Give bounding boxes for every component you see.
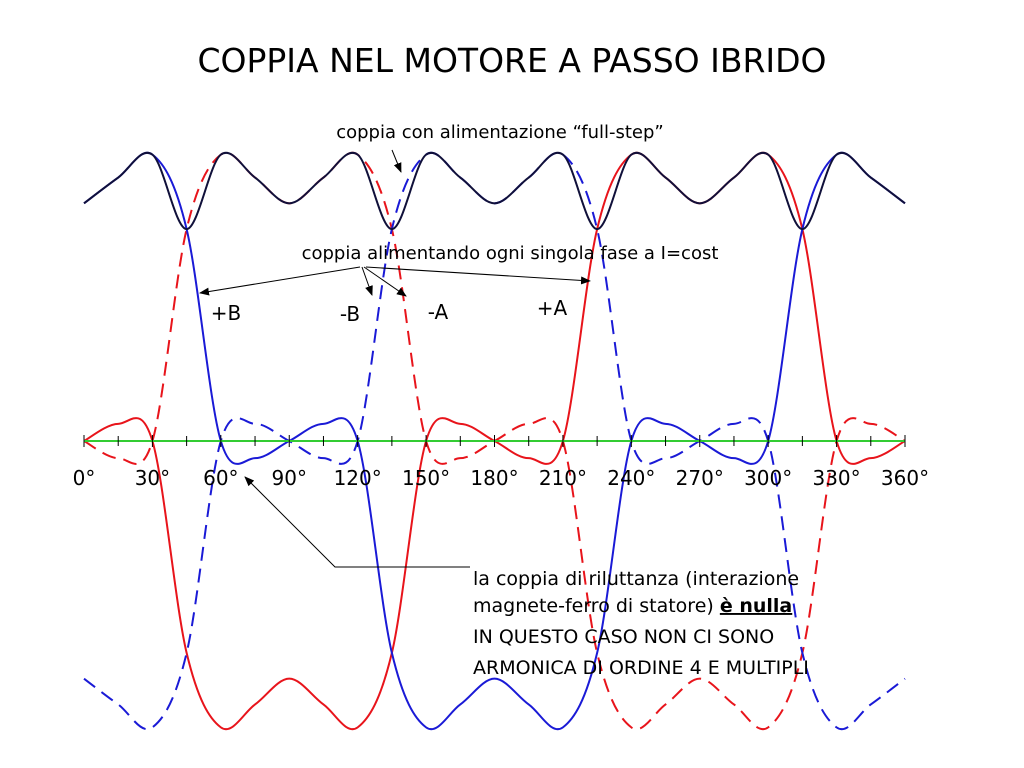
x-tick-label: 150°: [402, 466, 450, 490]
x-tick-label: 30°: [135, 466, 170, 490]
note-emphasis: è nulla: [720, 595, 792, 617]
curve: [83, 151, 906, 231]
x-tick-label: 300°: [744, 466, 792, 490]
curves: [83, 151, 906, 731]
series-label: -A: [428, 300, 449, 324]
annotation: coppia alimentando ogni singola fase a I…: [302, 243, 719, 264]
arrow: [391, 149, 402, 173]
arrow: [361, 266, 373, 296]
arrows: [199, 266, 591, 568]
note-text: magnete-ferro di statore): [473, 595, 720, 617]
x-tick-label: 360°: [881, 466, 929, 490]
x-tick-label: 210°: [539, 466, 587, 490]
chart-title: COPPIA NEL MOTORE A PASSO IBRIDO: [197, 41, 826, 80]
series-label: +B: [211, 301, 241, 325]
note-line: magnete-ferro di statore) è nulla: [473, 595, 792, 617]
x-tick-label: 90°: [272, 466, 307, 490]
note-line: la coppia di riluttanza (interazione: [473, 568, 799, 590]
note-line: IN QUESTO CASO NON CI SONO: [473, 626, 774, 648]
note: la coppia di riluttanza (interazione mag…: [473, 568, 809, 679]
x-tick-label: 240°: [607, 466, 655, 490]
x-tick-label: 120°: [334, 466, 382, 490]
x-tick-label: 330°: [812, 466, 860, 490]
arrow: [244, 476, 470, 568]
annotation: coppia con alimentazione “full-step”: [336, 122, 664, 143]
note-line: ARMONICA DI ORDINE 4 E MULTIPLI: [473, 657, 809, 679]
x-tick-label: 0°: [73, 466, 96, 490]
arrow: [365, 266, 591, 285]
x-tick-label: 180°: [470, 466, 518, 490]
x-tick-label: 270°: [676, 466, 724, 490]
arrow: [199, 266, 361, 296]
arrow: [363, 266, 407, 297]
x-tick-label: 60°: [203, 466, 238, 490]
series-label: -B: [340, 302, 360, 326]
curve: [83, 151, 906, 731]
series-label: +A: [537, 296, 568, 320]
